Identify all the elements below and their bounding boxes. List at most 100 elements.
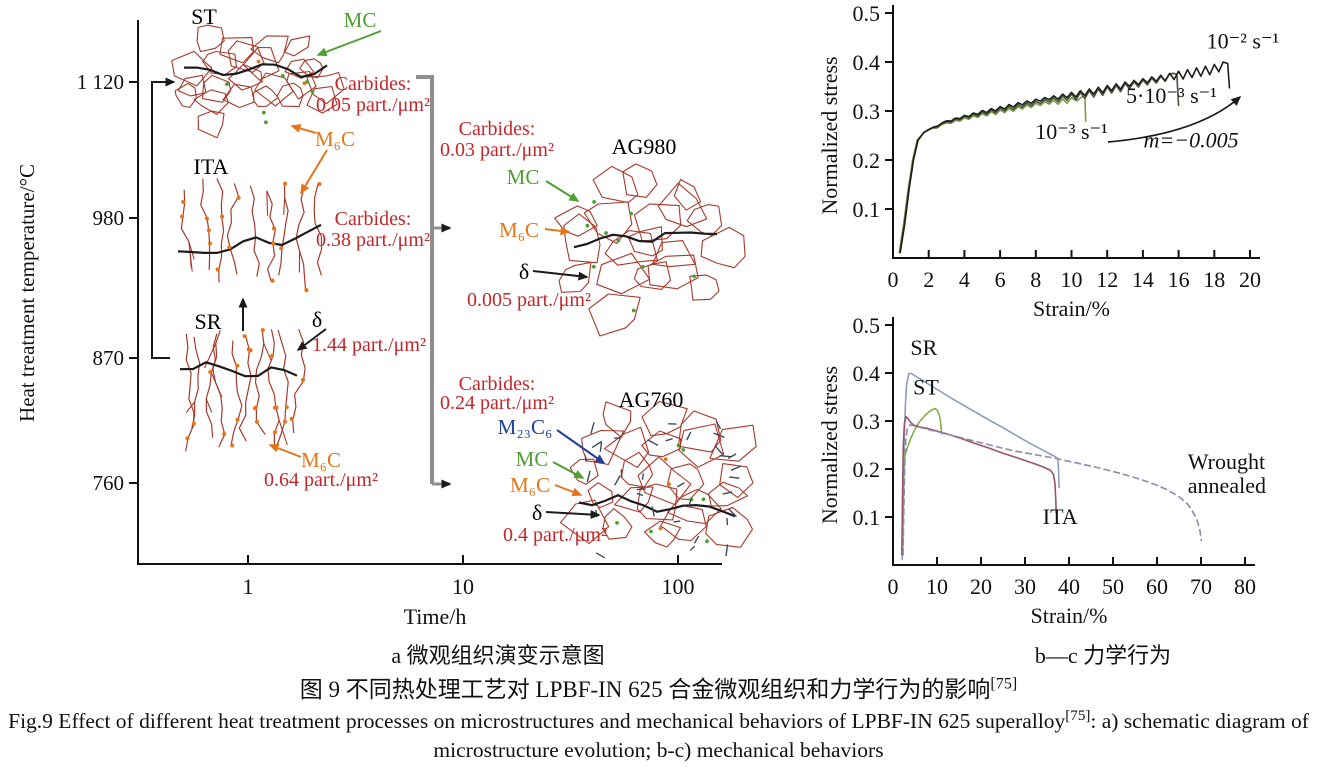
grain-outline [569,458,599,485]
ag980-mc-arrow [545,180,580,202]
m6c-dot [208,369,213,375]
x-tick-label: 20 [970,574,992,599]
m6c-dot [270,278,275,283]
figure-caption-en: Fig.9 Effect of different heat treatment… [0,702,1317,765]
grain-outline [673,178,702,211]
grain-outline [581,429,625,466]
grain-outline [193,89,230,115]
delta-needle [591,440,603,449]
grain-outline [306,85,338,114]
columnar-grain-line [230,340,243,445]
precipitate-dot [585,223,590,228]
m6c-dot [271,226,277,231]
grain-outline [678,423,725,468]
m6c-dot [284,405,289,410]
curve-label: SR [910,335,937,360]
panel-a-axis-line [137,20,722,565]
grain-outline [171,50,213,87]
mc-st-arrow [316,30,382,57]
x-tick-label: 40 [1058,574,1080,599]
grain-outline [666,463,705,501]
delta-needle [713,432,725,438]
sketch-ita [177,178,323,293]
state-label-ag980: AG980 [612,134,677,159]
precipitate-dot [604,231,608,235]
grain-outline [719,463,754,499]
grain-outline [700,226,746,269]
y-tick-label: 0.2 [853,457,881,482]
grain-outline [667,488,722,525]
precipitate-dot [681,448,686,452]
m6c-dot [236,195,241,200]
grain-outline [636,483,678,521]
m6c-dot [282,419,288,424]
figure-caption-en-post: : a) schematic diagram of microstructure… [433,709,1309,763]
sketch-st [171,24,345,139]
delta-needle [595,509,598,518]
delta-needle [729,476,740,479]
m6c-dot [300,377,306,383]
grain-outline [596,252,651,295]
delta-needle [673,520,681,523]
delta-needle [590,422,595,434]
ag760-delta-arrow [545,510,601,520]
grain-outline [660,504,707,542]
mc-label-ag760: MC [516,447,549,471]
m6c-dot [220,214,225,219]
grain-outline [603,426,650,469]
x-tick-label: 6 [995,267,1006,292]
y-tick-label: 0.5 [853,313,881,338]
curve-label: 5·10⁻³ s⁻¹ [1126,83,1217,108]
grain-outline [651,240,696,268]
panel-bc-caption: b—c 力学行为 [1034,643,1172,668]
m6c-st-arrow [290,124,317,134]
m6c-dot [242,334,247,339]
grain-outline [197,110,225,139]
grain-outline [657,182,708,228]
grain-outline [641,430,682,458]
sketch-ag980 [554,163,746,337]
delta-needle [651,506,655,517]
y-tick-label: 0.1 [853,505,881,530]
x-tick-label: 12 [1096,267,1118,292]
x-tick-label: 18 [1203,267,1225,292]
m6c-sr-arrow [268,443,302,458]
y-tick-label: 0.2 [853,148,881,173]
delta-boundary-line [177,223,322,254]
grain-outline [620,451,654,488]
delta-needle [687,498,692,507]
sketch-sr [179,328,306,452]
grain-outline [222,83,255,109]
delta-needle [693,535,700,544]
delta-needle [614,475,621,486]
delta-needle [728,508,737,518]
delta-value-ag980: 0.005 part./μm² [467,289,591,311]
delta-needle [719,455,732,458]
grain-outline [306,71,345,105]
columnar-grain-line [238,337,252,442]
grain-outline [588,293,641,337]
m6c-dot [271,241,276,246]
grain-outline [602,508,633,540]
series-10⁻² s⁻¹ [899,61,1231,254]
grain-outline [622,163,658,198]
grain-outline [647,254,699,290]
chart-c-ylabel: Normalized stress [817,366,842,524]
m6c-label-sr: M₆C [301,448,341,472]
figure-caption-en-ref: [75] [1065,708,1091,724]
m6c-dot [222,431,227,437]
precipitate-dot [631,308,636,313]
delta-needle [714,445,724,455]
delta-value-ag760: 0.4 part./μm² [503,524,607,546]
grain-outline [705,506,754,548]
columnar-grain-line [275,329,289,448]
precipitate-dot [649,529,653,534]
ag980-delta-arrow [532,270,589,281]
m6c-value-sr: 0.64 part./μm² [264,469,378,491]
grain-outline [643,520,682,548]
precipitate-dot [701,497,706,502]
precipitate-dot [616,238,621,243]
precipitate-dot [641,264,645,269]
figure-title-zh-ref: [75] [990,675,1018,693]
m6c-label-ag760: M₆C [510,473,550,497]
